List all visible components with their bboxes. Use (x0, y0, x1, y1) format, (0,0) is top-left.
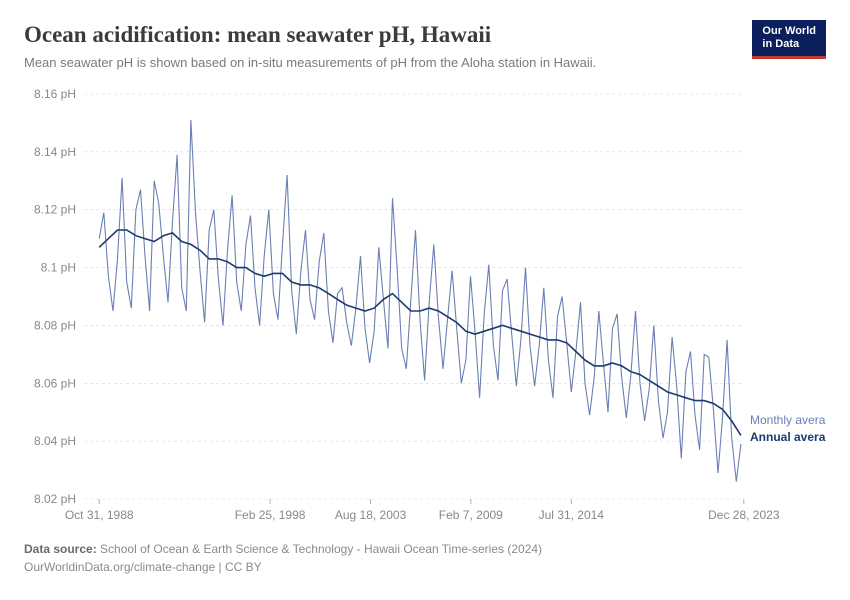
y-tick-label: 8.06 pH (34, 376, 76, 390)
header: Our World in Data Ocean acidification: m… (24, 20, 826, 72)
source-text: School of Ocean & Earth Science & Techno… (100, 542, 542, 556)
footer: Data source: School of Ocean & Earth Sci… (24, 540, 826, 576)
owid-logo: Our World in Data (752, 20, 826, 59)
chart-container: Our World in Data Ocean acidification: m… (0, 0, 850, 600)
y-tick-label: 8.12 pH (34, 203, 76, 217)
y-tick-label: 8.08 pH (34, 319, 76, 333)
series-label-annual: Annual average (750, 430, 826, 444)
y-tick-label: 8.04 pH (34, 434, 76, 448)
chart-title: Ocean acidification: mean seawater pH, H… (24, 20, 826, 50)
chart-area: 8.02 pH 8.04 pH 8.06 pH 8.08 pH 8.1 pH 8.12 p… (24, 84, 826, 534)
y-tick-label: 8.02 pH (34, 492, 76, 506)
y-tick-label: 8.14 pH (34, 145, 76, 159)
x-tick-label: Aug 18, 2003 (335, 508, 407, 522)
x-tick-label: Feb 7, 2009 (439, 508, 503, 522)
x-tick-label: Jul 31, 2014 (539, 508, 605, 522)
x-tick-label: Oct 31, 1988 (65, 508, 134, 522)
y-tick-label: 8.1 pH (41, 261, 76, 275)
series-annual (99, 230, 741, 435)
line-chart-svg: 8.02 pH 8.04 pH 8.06 pH 8.08 pH 8.1 pH 8.12 p… (24, 84, 826, 534)
logo-line1: Our World (762, 25, 816, 37)
logo-line2: in Data (762, 38, 799, 50)
footer-license: CC BY (225, 560, 262, 574)
y-tick-label: 8.16 pH (34, 87, 76, 101)
x-tick-label: Feb 25, 1998 (235, 508, 306, 522)
source-label: Data source: (24, 542, 97, 556)
x-tick-label: Dec 28, 2023 (708, 508, 780, 522)
chart-subtitle: Mean seawater pH is shown based on in-si… (24, 54, 826, 72)
series-monthly (99, 120, 741, 482)
footer-link: OurWorldinData.org/climate-change (24, 560, 215, 574)
series-label-monthly: Monthly average (750, 413, 826, 427)
